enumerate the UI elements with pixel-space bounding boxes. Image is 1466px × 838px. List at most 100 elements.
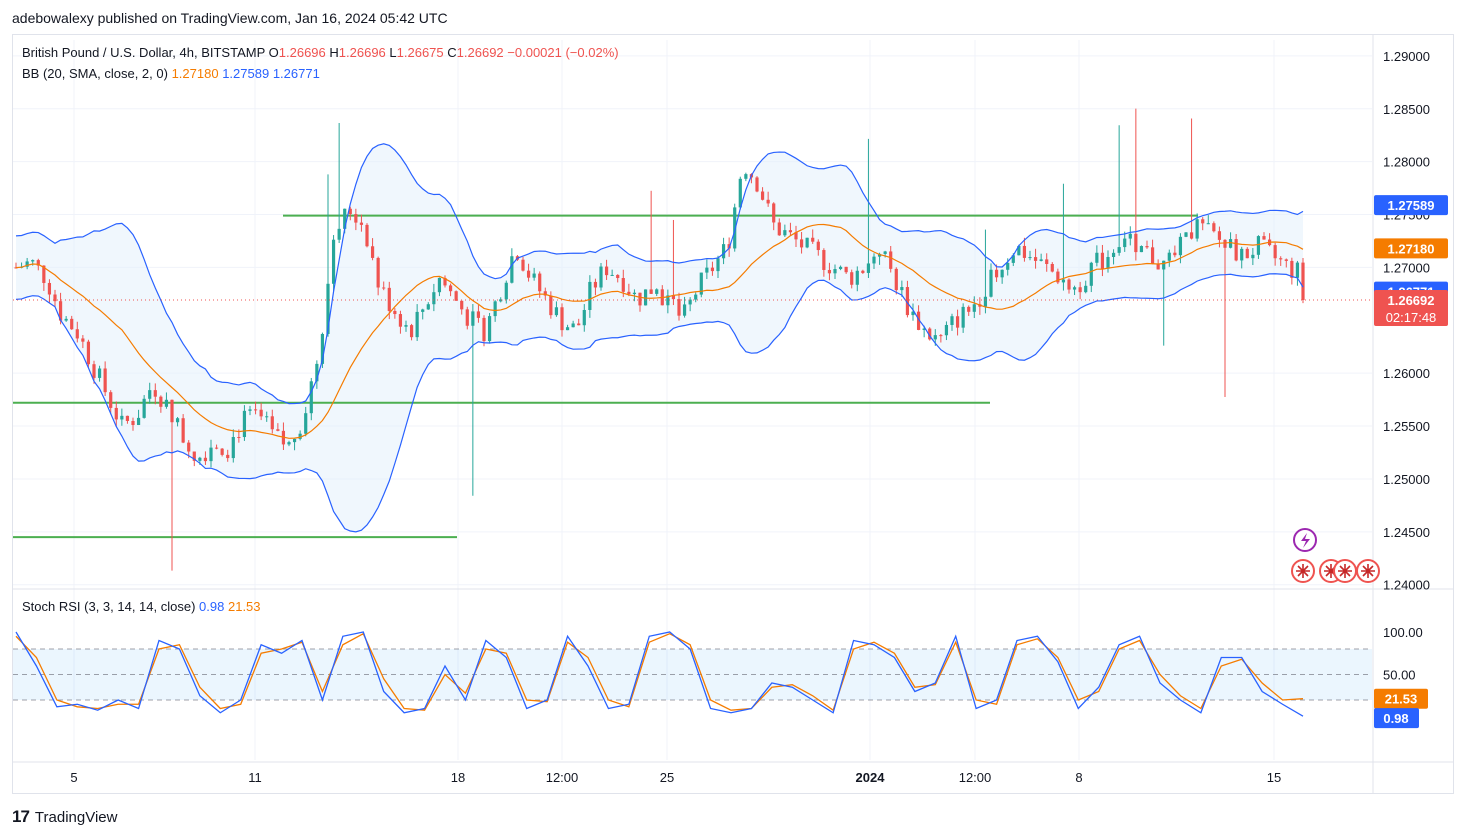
candle-body	[499, 299, 503, 302]
candle-body	[588, 281, 592, 310]
candle-body	[688, 299, 692, 305]
candle-body	[1022, 245, 1027, 258]
candle-body	[928, 328, 932, 340]
low-label: L	[389, 45, 397, 60]
bb-upper-line	[15, 143, 1304, 405]
candle-body	[1106, 257, 1110, 269]
candle-body	[682, 304, 687, 316]
candle-body	[1095, 252, 1099, 263]
candle-body	[136, 417, 141, 425]
candle-body	[365, 224, 369, 247]
candle-body	[905, 287, 910, 316]
candle-body	[616, 274, 620, 279]
footer-brand[interactable]: 17 TradingView	[12, 807, 117, 827]
candle-body	[900, 287, 904, 291]
time-tick-label: 18	[451, 770, 465, 785]
candle-body	[432, 292, 436, 305]
candles	[14, 108, 1305, 571]
candle-body	[755, 177, 759, 192]
candle-body	[415, 311, 419, 338]
instrument-legend[interactable]: British Pound / U.S. Dollar, 4h, BITSTAM…	[22, 45, 619, 60]
candle-body	[175, 418, 180, 423]
candle-body	[649, 289, 653, 294]
last-price-badge: 1.26692	[1388, 293, 1435, 308]
price-tick-label: 1.28500	[1383, 102, 1430, 117]
candle-body	[1072, 287, 1077, 290]
bb-upper-badge-bg	[1374, 195, 1448, 216]
close-value: 1.26692	[456, 45, 504, 60]
candle-body	[460, 300, 464, 310]
candle-body	[788, 230, 793, 233]
candle-body	[571, 323, 575, 328]
candle-body	[487, 316, 492, 342]
candle-body	[454, 291, 458, 301]
candle-body	[916, 311, 921, 330]
high-label: H	[329, 45, 339, 60]
stoch-legend[interactable]: Stoch RSI (3, 3, 14, 14, close) 0.98 21.…	[22, 599, 261, 614]
candle-body	[1234, 239, 1238, 261]
stoch-k-line	[15, 631, 1304, 717]
candle-body	[1156, 263, 1160, 270]
candle-body	[543, 291, 547, 296]
stoch-tick-label: 100.00	[1383, 625, 1423, 640]
candle-body	[1240, 248, 1244, 261]
bb-upper-value: 1.27589	[222, 66, 270, 81]
price-tick-label: 1.29000	[1383, 49, 1430, 64]
candle-body	[1028, 257, 1032, 259]
bb-lower-line	[15, 273, 1304, 533]
last-price-badge-countdown: 02:17:48	[1386, 310, 1437, 325]
candle-body	[1217, 231, 1222, 240]
candle-body	[643, 289, 648, 306]
candle-body	[220, 448, 224, 455]
candle-body	[153, 390, 157, 397]
candle-body	[1150, 247, 1155, 264]
candle-body	[710, 267, 715, 272]
candle-body	[554, 307, 559, 316]
candle-body	[738, 178, 742, 208]
candle-body	[950, 316, 954, 325]
candle-body	[783, 230, 787, 236]
candle-body	[1301, 262, 1305, 300]
candle-body	[1251, 254, 1255, 259]
candle-body	[426, 304, 430, 310]
candle-body	[242, 410, 247, 438]
candle-body	[148, 390, 152, 399]
candle-body	[448, 285, 453, 292]
candle-body	[92, 364, 96, 378]
candle-body	[1262, 236, 1266, 240]
stoch-label: Stoch RSI (3, 3, 14, 14, close)	[22, 599, 196, 614]
bb-label: BB (20, SMA, close, 2, 0)	[22, 66, 168, 81]
candle-body	[31, 260, 35, 262]
candle-body	[75, 329, 79, 339]
candle-body	[972, 304, 976, 312]
candle-body	[382, 287, 386, 289]
candle-body	[370, 246, 375, 258]
candle-body	[58, 301, 63, 321]
candle-body	[1201, 219, 1205, 224]
candle-body	[1223, 239, 1227, 248]
candle-body	[203, 457, 208, 462]
time-tick-label: 25	[660, 770, 674, 785]
candle-body	[1017, 245, 1021, 256]
bollinger-legend[interactable]: BB (20, SMA, close, 2, 0) 1.27180 1.2758…	[22, 66, 320, 81]
candle-body	[120, 415, 124, 420]
stoch-k-value: 0.98	[199, 599, 225, 614]
candle-body	[593, 281, 598, 288]
candle-body	[259, 409, 263, 417]
candle-body	[270, 416, 274, 430]
candle-body	[721, 244, 726, 259]
candle-body	[14, 267, 18, 269]
candle-body	[25, 261, 29, 267]
bb-basis-line	[15, 223, 1304, 439]
price-tick-label: 1.24000	[1383, 578, 1430, 593]
candle-body	[577, 323, 581, 326]
uk-flag-icon	[1324, 564, 1338, 578]
candle-body	[276, 429, 280, 431]
candle-body	[1212, 223, 1216, 232]
candle-body	[694, 294, 698, 300]
price-tick-label: 1.25500	[1383, 419, 1430, 434]
bb-basis-badge: 1.27180	[1388, 241, 1435, 256]
candle-body	[393, 310, 397, 315]
candle-body	[1195, 219, 1199, 239]
